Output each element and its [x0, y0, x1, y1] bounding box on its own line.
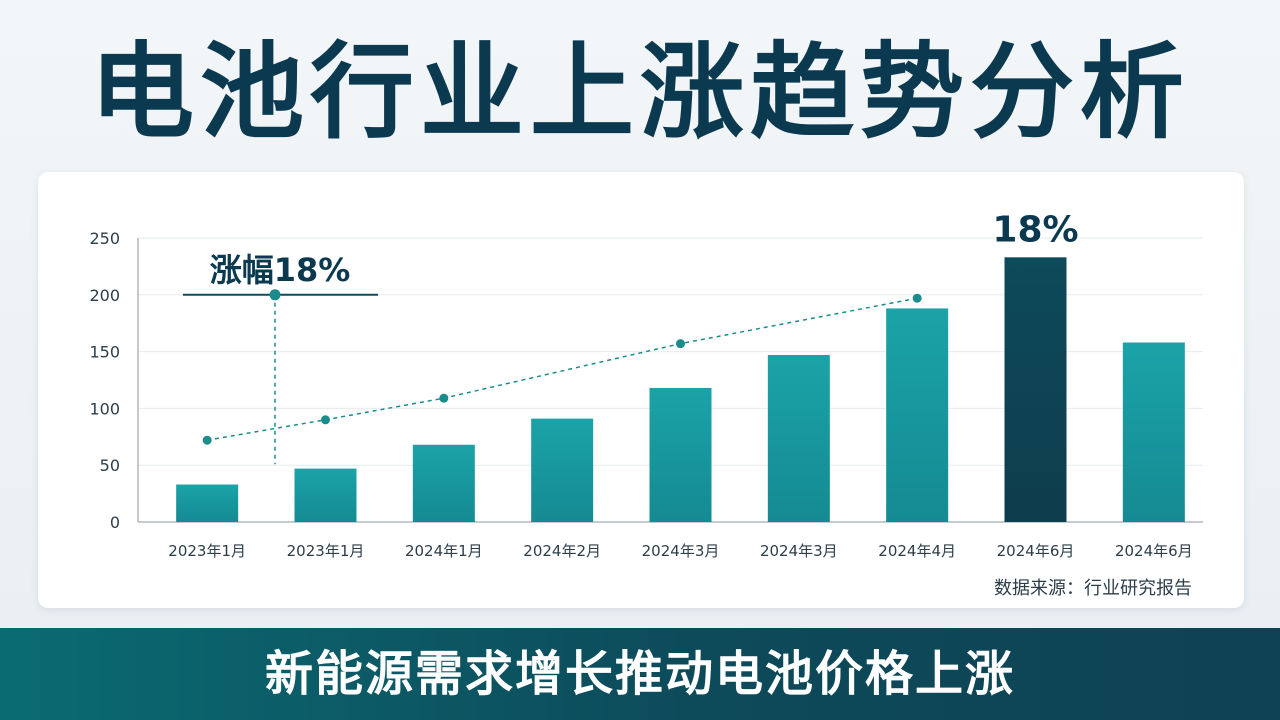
- bar: [767, 355, 830, 522]
- y-tick-label: 0: [110, 513, 120, 532]
- rise-point: [269, 289, 281, 301]
- bar: [649, 387, 712, 522]
- y-tick-label: 150: [89, 343, 120, 362]
- y-tick-label: 50: [100, 456, 120, 475]
- bar: [1122, 342, 1185, 522]
- x-tick-label: 2024年3月: [642, 542, 720, 560]
- trend-point: [439, 393, 449, 403]
- data-source: 数据来源：行业研究报告: [994, 578, 1192, 599]
- x-tick-label: 2024年6月: [1115, 542, 1193, 560]
- subtitle: 新能源需求增长推动电池价格上涨: [264, 646, 1015, 702]
- x-tick-label: 2024年4月: [878, 542, 956, 560]
- trend-point: [676, 339, 685, 349]
- x-tick-label: 2024年3月: [760, 542, 838, 560]
- subtitle-banner: 新能源需求增长推动电池价格上涨: [0, 628, 1280, 720]
- bar: [294, 468, 357, 522]
- y-tick-label: 100: [89, 399, 120, 418]
- bar: [886, 308, 949, 522]
- x-tick-label: 2023年1月: [287, 542, 365, 560]
- chart-card: 0 50 100 150 200 250 2023年1月 2023年1月 2024年1月 2024…: [38, 172, 1244, 608]
- bar-chart: 0 50 100 150 200 250 2023年1月 2023年1月 2024年1月 2024…: [89, 209, 1203, 560]
- y-tick-label: 200: [89, 286, 120, 305]
- x-tick-label: 2024年1月: [405, 542, 483, 560]
- trend-point: [321, 415, 330, 425]
- trend-point: [202, 435, 212, 445]
- x-tick-label: 2024年2月: [523, 542, 601, 560]
- bar: [412, 444, 475, 522]
- y-tick-label: 250: [89, 229, 120, 248]
- bar: [531, 418, 594, 522]
- bar: [1004, 257, 1067, 522]
- bar: [176, 484, 239, 522]
- trend-point: [912, 293, 922, 303]
- peak-label: 18%: [992, 209, 1078, 250]
- x-tick-label: 2024年6月: [997, 542, 1075, 560]
- x-tick-label: 2023年1月: [168, 542, 246, 560]
- rise-label: 涨幅18%: [210, 251, 351, 289]
- page-title: 电池行业上涨趋势分析: [89, 31, 1190, 153]
